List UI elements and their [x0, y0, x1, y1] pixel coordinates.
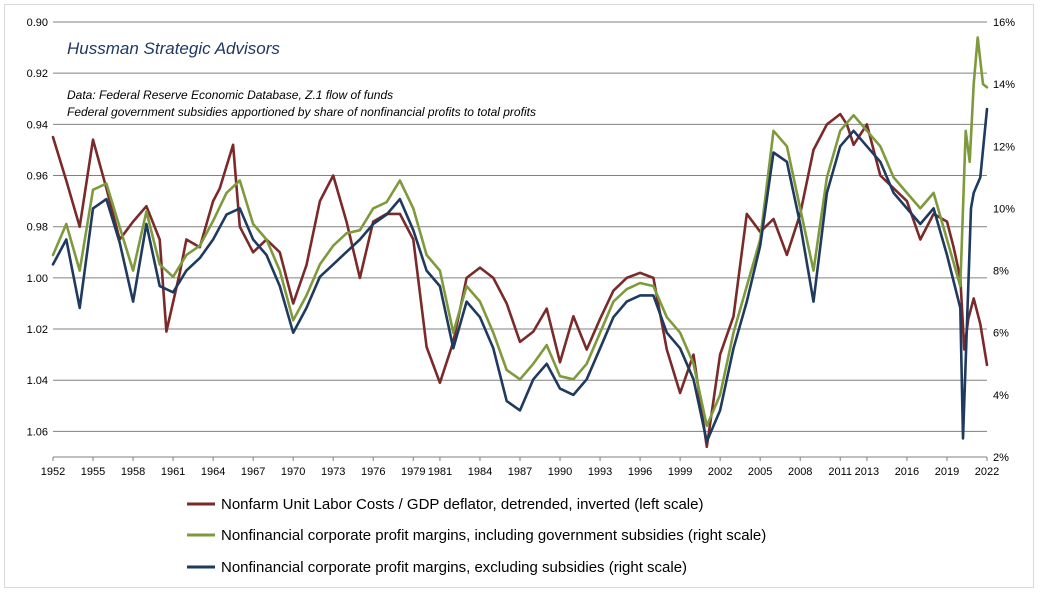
left-tick-label: 1.06 — [27, 426, 48, 438]
x-tick-label: 2002 — [708, 466, 732, 478]
x-tick-label: 1952 — [41, 466, 65, 478]
x-tick-label: 1967 — [241, 466, 265, 478]
right-tick-label: 10% — [993, 203, 1015, 215]
legend-label-ulc: Nonfarm Unit Labor Costs / GDP deflator,… — [221, 496, 703, 513]
left-tick-label: 0.92 — [27, 68, 48, 80]
x-tick-label: 1984 — [468, 466, 492, 478]
chart-svg: 0.90 0.92 0.94 0.96 0.98 1.00 1.02 1.04 1.06 16% 1… — [27, 17, 1016, 576]
x-tick-label: 2008 — [788, 466, 812, 478]
left-tick-label: 0.98 — [27, 222, 48, 234]
x-tick-label: 1964 — [201, 466, 225, 478]
right-tick-label: 16% — [993, 17, 1015, 29]
ulc-series-line — [51, 112, 989, 449]
x-tick-label: 2005 — [748, 466, 772, 478]
right-tick-label: 4% — [993, 390, 1009, 402]
series-lines — [51, 36, 989, 449]
x-tick-label: 1976 — [361, 466, 385, 478]
legend: Nonfarm Unit Labor Costs / GDP deflator,… — [187, 496, 766, 576]
left-tick-label: 0.94 — [27, 119, 48, 131]
x-tick-label: 2016 — [895, 466, 919, 478]
x-tick-label: 1961 — [161, 466, 185, 478]
x-tick-label: 2022 — [975, 466, 999, 478]
x-tick-label: 1996 — [628, 466, 652, 478]
left-tick-label: 1.02 — [27, 324, 48, 336]
x-tick-label: 2013 — [855, 466, 879, 478]
x-tick-label: 1970 — [281, 466, 305, 478]
left-tick-label: 1.00 — [27, 273, 48, 285]
left-tick-label: 0.90 — [27, 17, 48, 29]
incl-subsidies-series-line — [51, 36, 989, 428]
left-tick-label: 0.96 — [27, 171, 48, 183]
right-tick-label: 12% — [993, 141, 1015, 153]
x-tick-label: 1993 — [588, 466, 612, 478]
x-tick-label: 1979 — [401, 466, 425, 478]
brand-annotation: Hussman Strategic Advisors — [67, 39, 280, 58]
source-note: Data: Federal Reserve Economic Database,… — [67, 88, 393, 102]
x-tick-label: 1987 — [508, 466, 532, 478]
right-tick-label: 14% — [993, 79, 1015, 91]
x-tick-label: 1973 — [321, 466, 345, 478]
x-tick-label: 2011 — [828, 466, 852, 478]
subsidy-note: Federal government subsidies apportioned… — [67, 105, 536, 119]
legend-label-excl-subsidies: Nonfinancial corporate profit margins, e… — [221, 559, 687, 576]
x-tick-label: 1955 — [81, 466, 105, 478]
axes: 0.90 0.92 0.94 0.96 0.98 1.00 1.02 1.04 1.06 16% 1… — [27, 17, 1016, 478]
legend-label-incl-subsidies: Nonfinancial corporate profit margins, i… — [221, 527, 766, 544]
right-tick-label: 8% — [993, 266, 1009, 278]
x-tick-label: 2019 — [935, 466, 959, 478]
chart-frame: 0.90 0.92 0.94 0.96 0.98 1.00 1.02 1.04 1.06 16% 1… — [4, 4, 1034, 588]
x-tick-label: 1958 — [121, 466, 145, 478]
right-tick-label: 6% — [993, 328, 1009, 340]
x-tick-label: 1990 — [548, 466, 572, 478]
gridlines — [53, 21, 987, 458]
excl-subsidies-series-line — [51, 107, 989, 443]
x-tick-label: 1999 — [668, 466, 692, 478]
x-tick-label: 1981 — [428, 466, 452, 478]
right-tick-label: 2% — [993, 452, 1009, 464]
left-tick-label: 1.04 — [27, 375, 48, 387]
